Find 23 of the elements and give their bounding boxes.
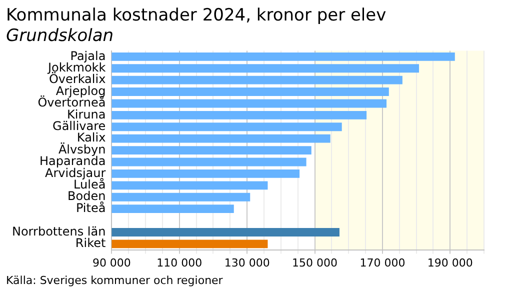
y-tick-label: Arjeplog — [56, 84, 106, 98]
y-tick-label: Arvidsjaur — [45, 166, 106, 180]
x-tick-label: 110 000 — [156, 256, 202, 270]
y-tick-label: Älvsbyn — [58, 142, 106, 156]
x-tick-label: 150 000 — [292, 256, 338, 270]
x-tick-label: 190 000 — [427, 256, 473, 270]
y-tick-label: Övertorneå — [38, 96, 106, 110]
x-tick-label: 170 000 — [360, 256, 406, 270]
y-tick-label: Haparanda — [39, 154, 106, 168]
y-tick-label: Överkalix — [48, 72, 106, 86]
y-tick-label: Riket — [75, 236, 106, 250]
y-tick-label: Gällivare — [52, 119, 106, 134]
chart-title: Kommunala kostnader 2024, kronor per elev — [6, 6, 386, 26]
text: Källa: Sveriges kommuner och regioner — [6, 274, 223, 287]
y-tick-label: Luleå — [74, 178, 106, 192]
y-tick-label: Kalix — [76, 130, 106, 145]
y-tick-label: Piteå — [76, 200, 106, 215]
y-tick-label: Pajala — [70, 48, 106, 63]
y-tick-label: Norrbottens län — [12, 224, 106, 238]
y-tick-label: Kiruna — [66, 107, 106, 122]
chart-subtitle: Grundskolan — [6, 26, 114, 46]
x-tick-label: 90 000 — [92, 256, 131, 270]
x-tick-label: 130 000 — [224, 256, 270, 270]
